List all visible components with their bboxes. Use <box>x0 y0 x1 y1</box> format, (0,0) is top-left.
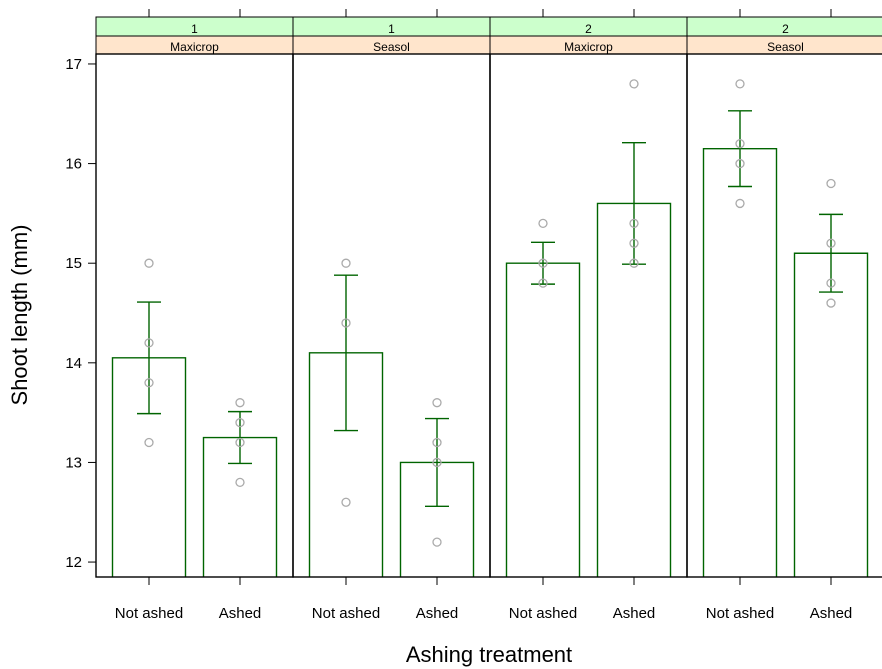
data-point <box>629 218 639 229</box>
y-tick-label: 13 <box>65 454 82 471</box>
data-point <box>235 417 245 428</box>
panel-border <box>95 53 294 578</box>
panel-border <box>292 53 491 578</box>
data-point <box>235 398 245 408</box>
x-tick-label: Ashed <box>219 605 262 622</box>
x-tick-label: Not ashed <box>312 605 380 622</box>
y-tick-label: 12 <box>65 554 82 571</box>
panel: 2 Seasol Not ashed Ashed <box>686 9 882 622</box>
data-point <box>341 258 351 268</box>
strip-bottom-label: Seasol <box>373 40 410 54</box>
data-point <box>629 79 639 89</box>
data-point <box>538 278 548 288</box>
bar <box>702 147 778 577</box>
data-point <box>735 158 745 169</box>
data-point <box>235 477 245 488</box>
bar <box>793 252 869 577</box>
data-point <box>144 258 154 268</box>
panel-border <box>489 53 688 578</box>
data-point <box>826 178 836 189</box>
panel: 1 Maxicrop Not ashed Ashed <box>95 9 294 622</box>
strip-top-label: 2 <box>585 22 592 36</box>
data-point <box>341 497 351 507</box>
x-tick-label: Not ashed <box>115 605 183 622</box>
data-point <box>432 437 442 448</box>
panels-layer: 1 Maxicrop Not ashed Ashed 1 Seasol Not ashed A… <box>95 9 882 622</box>
data-point <box>735 198 745 209</box>
strip-bottom-label: Seasol <box>767 40 804 54</box>
data-point <box>735 79 745 89</box>
strip-bottom-label: Maxicrop <box>170 40 219 54</box>
strip-top-label: 1 <box>388 22 395 36</box>
panel: 1 Seasol Not ashed Ashed <box>292 9 491 622</box>
panel-border <box>686 53 882 578</box>
x-tick-label: Ashed <box>416 605 459 622</box>
data-point <box>826 298 836 308</box>
strip-top-label: 2 <box>782 22 789 36</box>
y-tick-label: 14 <box>65 355 82 372</box>
data-point <box>432 457 442 468</box>
data-point <box>144 437 154 448</box>
x-axis-title: Ashing treatment <box>406 642 572 667</box>
data-point <box>144 338 154 348</box>
y-tick-label: 16 <box>65 156 82 173</box>
strip-top-label: 1 <box>191 22 198 36</box>
data-point <box>432 398 442 408</box>
strip-bottom-label: Maxicrop <box>564 40 613 54</box>
panel: 2 Maxicrop Not ashed Ashed <box>489 9 688 622</box>
data-point <box>629 238 639 248</box>
data-point <box>341 318 351 328</box>
y-tick-label: 17 <box>65 56 82 73</box>
data-point <box>826 278 836 288</box>
x-tick-label: Not ashed <box>509 605 577 622</box>
data-point <box>538 218 548 229</box>
y-axis: 12 13 14 15 16 17 <box>65 56 96 571</box>
data-point <box>735 139 745 149</box>
x-tick-label: Not ashed <box>706 605 774 622</box>
data-point <box>826 238 836 248</box>
data-point <box>629 258 639 268</box>
y-tick-label: 15 <box>65 255 82 272</box>
x-tick-label: Ashed <box>810 605 853 622</box>
bar <box>505 262 581 577</box>
data-point <box>432 537 442 547</box>
x-tick-label: Ashed <box>613 605 656 622</box>
data-point <box>144 378 154 388</box>
y-axis-title: Shoot length (mm) <box>7 225 32 406</box>
data-point <box>235 437 245 448</box>
data-point <box>538 258 548 268</box>
